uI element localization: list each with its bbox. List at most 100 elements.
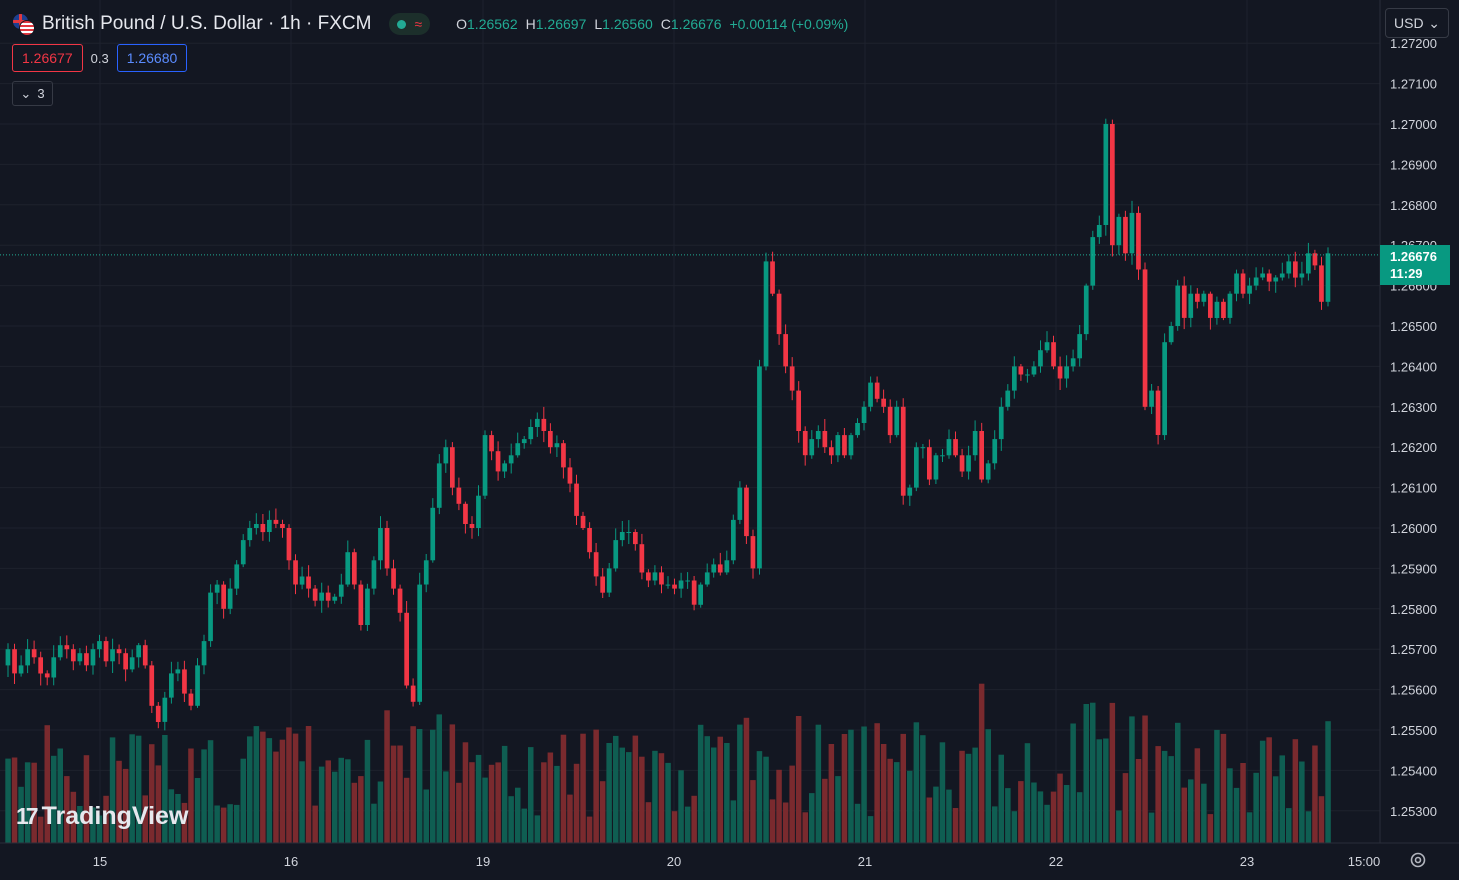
time-tick-label: 22 [1049, 854, 1063, 869]
volume-bar [325, 760, 331, 843]
volume-bar [1246, 812, 1253, 843]
candle-body [469, 524, 475, 528]
ohlc-values: O1.26562 H1.26697 L1.26560 C1.26676 +0.0… [456, 16, 849, 32]
buy-price-button[interactable]: 1.26680 [116, 44, 188, 72]
price-tick-label: 1.25300 [1390, 804, 1437, 819]
candle-body [175, 669, 181, 674]
volume-bar [423, 789, 429, 843]
candle-body [698, 584, 703, 605]
volume-bar [632, 735, 639, 843]
volume-bar [1273, 776, 1279, 843]
symbol-title[interactable]: British Pound / U.S. Dollar · 1h · FXCM [42, 13, 372, 34]
volume-bar [835, 776, 841, 843]
volume-bar [861, 726, 867, 843]
time-tick-label: 15:00 [1348, 854, 1381, 869]
price-tick-label: 1.25800 [1390, 602, 1437, 617]
candle-body [763, 261, 769, 367]
currency-select[interactable]: USD ⌄ [1385, 8, 1449, 38]
candle-body [678, 580, 684, 589]
candle-body [796, 390, 801, 431]
candle-body [188, 693, 194, 706]
wave-icon: ≈ [414, 16, 423, 32]
volume-bar [51, 755, 57, 843]
candle-body [1221, 301, 1226, 318]
candle-body [1214, 301, 1220, 318]
candle-body [450, 447, 455, 488]
volume-bar [998, 754, 1004, 843]
candle-body [1129, 212, 1135, 254]
volume-bar [312, 805, 318, 843]
candle-body [1096, 225, 1102, 238]
volume-bar [227, 804, 233, 843]
market-status[interactable]: ≈ [389, 13, 431, 35]
candle-body [770, 261, 775, 294]
volume-bar [508, 796, 514, 843]
volume-bar [430, 729, 436, 843]
volume-bar [18, 786, 24, 843]
candle-body [1201, 293, 1207, 302]
candle-body [116, 649, 122, 654]
candle-body [672, 584, 677, 589]
chart-grid [0, 0, 1380, 843]
tradingview-logo[interactable]: 17 TradingView [16, 802, 188, 831]
volume-bar [1161, 750, 1168, 843]
indicators-toggle-button[interactable]: ⌄ 3 [12, 81, 53, 106]
candle-body [325, 592, 331, 601]
candle-body [456, 487, 462, 504]
candle-body [776, 293, 782, 335]
candle-body [535, 418, 540, 427]
candle-body [802, 431, 808, 456]
volume-bar [1037, 791, 1044, 843]
logo-text: TradingView [41, 802, 189, 830]
time-tick-label: 19 [476, 854, 490, 869]
volume-bar [1253, 772, 1259, 843]
volume-bar [913, 722, 920, 843]
candle-body [1110, 124, 1115, 246]
candle-body [809, 439, 815, 456]
volume-bar [475, 754, 482, 843]
candle-body [1227, 293, 1233, 318]
candle-body [25, 649, 30, 666]
volume-bar [403, 777, 410, 843]
volume-bar [593, 729, 599, 843]
volume-bar [841, 734, 848, 843]
volume-bar [116, 760, 122, 843]
volume-bar [978, 683, 985, 843]
candle-body [1286, 261, 1292, 274]
candle-body [1018, 366, 1024, 375]
candle-body [1299, 273, 1305, 278]
volume-bar [266, 738, 273, 843]
candle-body [162, 697, 168, 722]
candle-body [731, 519, 736, 561]
candle-body [463, 503, 468, 524]
candle-body [842, 435, 847, 456]
volume-bar [1312, 745, 1318, 843]
volume-bar [965, 753, 972, 843]
volume-bar [691, 795, 697, 843]
volume-bar [704, 736, 710, 843]
volume-bar [926, 797, 933, 843]
candle-body [574, 483, 579, 516]
candle-body [1208, 293, 1213, 318]
candles [5, 118, 1331, 731]
candle-body [51, 657, 57, 678]
volume-bar [175, 794, 181, 843]
volume-bar [135, 735, 142, 843]
candle-body [750, 536, 756, 569]
candle-body [123, 653, 128, 670]
volume-bar [887, 758, 893, 843]
volume-bar [207, 740, 214, 843]
volume-bar [1188, 779, 1194, 843]
volume-bar [573, 763, 580, 843]
gear-icon[interactable] [1408, 850, 1428, 870]
volume-bar [580, 733, 586, 843]
sell-price-button[interactable]: 1.26677 [12, 44, 83, 72]
candle-body [646, 572, 651, 581]
volume-bar [1103, 738, 1109, 843]
time-tick-label: 16 [284, 854, 298, 869]
candle-body [169, 673, 174, 698]
bar-countdown: 11:29 [1390, 266, 1423, 281]
candle-body [1051, 342, 1056, 367]
volume-bar [1005, 788, 1011, 843]
